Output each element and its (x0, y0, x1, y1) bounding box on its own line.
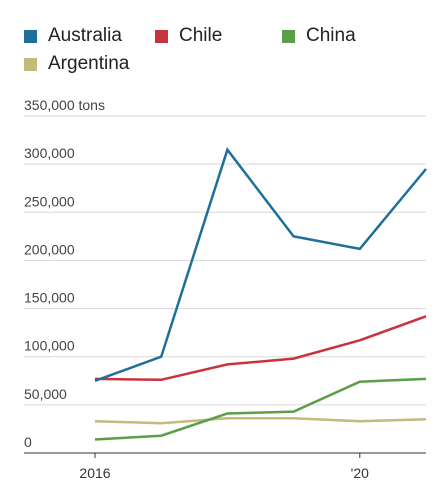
y-tick-label: 100,000 (24, 338, 75, 354)
y-tick-label: 50,000 (24, 386, 67, 402)
y-tick-label: 200,000 (24, 241, 75, 257)
x-tick-label: 2016 (79, 465, 110, 481)
legend-item-australia: Australia (24, 25, 122, 47)
y-tick-label: 0 (24, 434, 32, 450)
legend-item-china: China (282, 25, 356, 47)
legend-label-chile: Chile (179, 25, 223, 46)
legend-swatch-australia (24, 29, 37, 43)
legend-swatch-argentina (24, 57, 37, 71)
legend-label-argentina: Argentina (48, 53, 130, 74)
legend-label-china: China (306, 25, 356, 46)
series-line-australia (94, 147, 427, 382)
y-tick-label: 150,000 (24, 290, 75, 306)
legend-item-argentina: Argentina (24, 53, 129, 75)
legend-swatch-chile (155, 29, 168, 43)
series-line-chile (94, 315, 427, 382)
y-tick-label: 300,000 (24, 145, 75, 161)
legend-item-chile: Chile (155, 25, 222, 47)
legend-label-australia: Australia (48, 25, 122, 46)
y-tick-label: 350,000 tons (24, 97, 105, 113)
series-line-china (94, 377, 427, 441)
y-tick-label: 250,000 (24, 193, 75, 209)
x-tick-label: '20 (351, 465, 369, 481)
series-line-argentina (94, 417, 427, 425)
legend-swatch-china (282, 29, 295, 43)
